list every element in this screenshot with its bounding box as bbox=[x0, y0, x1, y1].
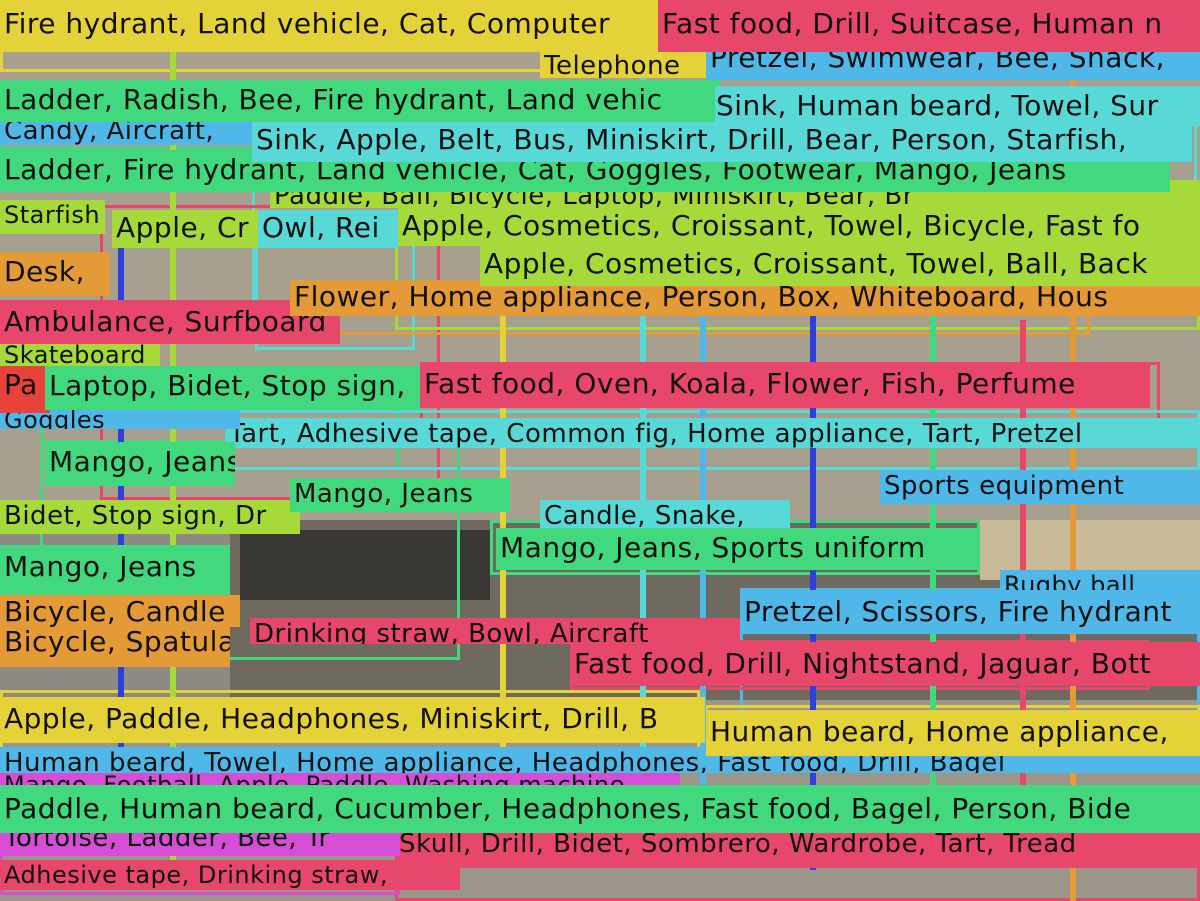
label-tag: Mango, Jeans bbox=[0, 545, 230, 595]
label-tag: Bicycle, Spatula bbox=[0, 625, 230, 667]
label-text: Skateboard bbox=[4, 341, 146, 366]
label-text: Telephone bbox=[544, 51, 681, 78]
label-text: Pretzel, Scissors, Fire hydrant bbox=[744, 595, 1173, 628]
label-text: Ambulance, Surfboard bbox=[4, 305, 327, 338]
label-text: Owl, Rei bbox=[262, 211, 380, 244]
label-text: Fast food, Oven, Koala, Flower, Fish, Pe… bbox=[424, 367, 1076, 400]
label-text: Human beard, Home appliance, bbox=[710, 715, 1169, 748]
label-text: Starfish bbox=[4, 201, 101, 229]
label-tag: Apple, Cosmetics, Croissant, Towel, Bicy… bbox=[398, 208, 1200, 246]
label-text: Fast food, Drill, Nightstand, Jaguar, Bo… bbox=[574, 647, 1152, 680]
label-text: Adhesive tape, Drinking straw, bbox=[4, 861, 388, 889]
label-tag: Ladder, Radish, Bee, Fire hydrant, Land … bbox=[0, 80, 715, 122]
label-text: Candle, Snake, bbox=[544, 501, 746, 531]
label-tag: Apple, Cosmetics, Croissant, Towel, Ball… bbox=[480, 244, 1200, 286]
label-text: Apple, Cosmetics, Croissant, Towel, Ball… bbox=[484, 247, 1148, 280]
label-tag: Sink, Apple, Belt, Bus, Miniskirt, Drill… bbox=[252, 120, 1192, 162]
label-text: Fast food, Drill, Suitcase, Human n bbox=[662, 7, 1163, 40]
label-tag: Mango, Jeans bbox=[45, 442, 235, 486]
label-text: Bidet, Stop sign, Dr bbox=[4, 501, 267, 531]
photo-dark-patch bbox=[240, 530, 490, 600]
label-text: Goggles bbox=[4, 406, 106, 429]
label-text: Flower, Home appliance, Person, Box, Whi… bbox=[294, 280, 1109, 313]
label-text: Pa bbox=[4, 368, 38, 401]
label-tag: Flower, Home appliance, Person, Box, Whi… bbox=[290, 280, 1200, 316]
label-text: Apple, Paddle, Headphones, Miniskirt, Dr… bbox=[4, 702, 659, 735]
label-text: Laptop, Bidet, Stop sign, bbox=[49, 369, 406, 402]
label-text: Fire hydrant, Land vehicle, Cat, Compute… bbox=[4, 7, 611, 40]
label-text: Apple, Cr bbox=[116, 211, 250, 244]
label-tag: Fire hydrant, Land vehicle, Cat, Compute… bbox=[0, 0, 660, 52]
label-tag: Owl, Rei bbox=[258, 210, 398, 248]
label-tag: Fast food, Drill, Nightstand, Jaguar, Bo… bbox=[570, 642, 1200, 686]
label-tag: Apple, Cr bbox=[112, 210, 262, 248]
label-tag: Laptop, Bidet, Stop sign, bbox=[45, 366, 425, 410]
label-tag: Mango, Jeans, Sports uniform bbox=[496, 528, 980, 570]
label-text: Ladder, Radish, Bee, Fire hydrant, Land … bbox=[4, 83, 663, 116]
label-tag: Pretzel, Scissors, Fire hydrant bbox=[740, 590, 1200, 634]
label-tag: Fast food, Drill, Suitcase, Human n bbox=[658, 0, 1200, 52]
label-tag: Tart, Adhesive tape, Common fig, Home ap… bbox=[225, 418, 1200, 448]
label-text: Bicycle, Candle bbox=[4, 595, 226, 627]
label-text: Apple, Cosmetics, Croissant, Towel, Bicy… bbox=[402, 209, 1141, 242]
label-text: Mango, Jeans bbox=[49, 445, 235, 478]
label-tag: Ambulance, Surfboard bbox=[0, 300, 340, 344]
label-text: Mango, Jeans bbox=[294, 479, 474, 509]
label-text: Skull, Drill, Bidet, Sombrero, Wardrobe,… bbox=[399, 829, 1077, 859]
label-tag: Mango, Jeans bbox=[290, 478, 510, 512]
label-tag: Bidet, Stop sign, Dr bbox=[0, 500, 300, 534]
label-tag: Fast food, Oven, Koala, Flower, Fish, Pe… bbox=[420, 362, 1150, 408]
label-tag: Skull, Drill, Bidet, Sombrero, Wardrobe,… bbox=[395, 828, 1200, 868]
label-tag: Adhesive tape, Drinking straw, bbox=[0, 860, 460, 890]
label-tag: Bicycle, Candle bbox=[0, 595, 240, 627]
label-tag: Pa bbox=[0, 365, 50, 413]
label-tag: Human beard, Home appliance, bbox=[706, 710, 1200, 756]
label-tag: Sink, Human beard, Towel, Sur bbox=[712, 86, 1200, 126]
label-tag: Drinking straw, Bowl, Aircraft bbox=[250, 618, 740, 644]
label-tag: Desk, bbox=[0, 252, 110, 296]
label-text: Mango, Jeans, Sports uniform bbox=[500, 531, 926, 564]
label-text: Bicycle, Spatula bbox=[4, 625, 230, 658]
label-text: Sink, Apple, Belt, Bus, Miniskirt, Drill… bbox=[256, 123, 1128, 156]
label-text: Paddle, Human beard, Cucumber, Headphone… bbox=[4, 792, 1132, 825]
label-tag: Sports equipment bbox=[880, 470, 1200, 504]
label-text: Drinking straw, Bowl, Aircraft bbox=[254, 619, 649, 644]
label-tag: Telephone bbox=[540, 50, 710, 78]
label-text: Candy, Aircraft, bbox=[4, 116, 215, 145]
label-tag: Skateboard bbox=[0, 340, 160, 366]
label-text: Tart, Adhesive tape, Common fig, Home ap… bbox=[229, 419, 1083, 448]
label-tag: Starfish bbox=[0, 200, 105, 234]
label-text: Sink, Human beard, Towel, Sur bbox=[716, 89, 1159, 122]
label-text: Mango, Jeans bbox=[4, 550, 197, 583]
label-text: Desk, bbox=[4, 255, 85, 288]
label-tag: Paddle, Human beard, Cucumber, Headphone… bbox=[0, 785, 1200, 833]
label-text: Sports equipment bbox=[884, 471, 1125, 501]
label-tag: Apple, Paddle, Headphones, Miniskirt, Dr… bbox=[0, 697, 705, 743]
